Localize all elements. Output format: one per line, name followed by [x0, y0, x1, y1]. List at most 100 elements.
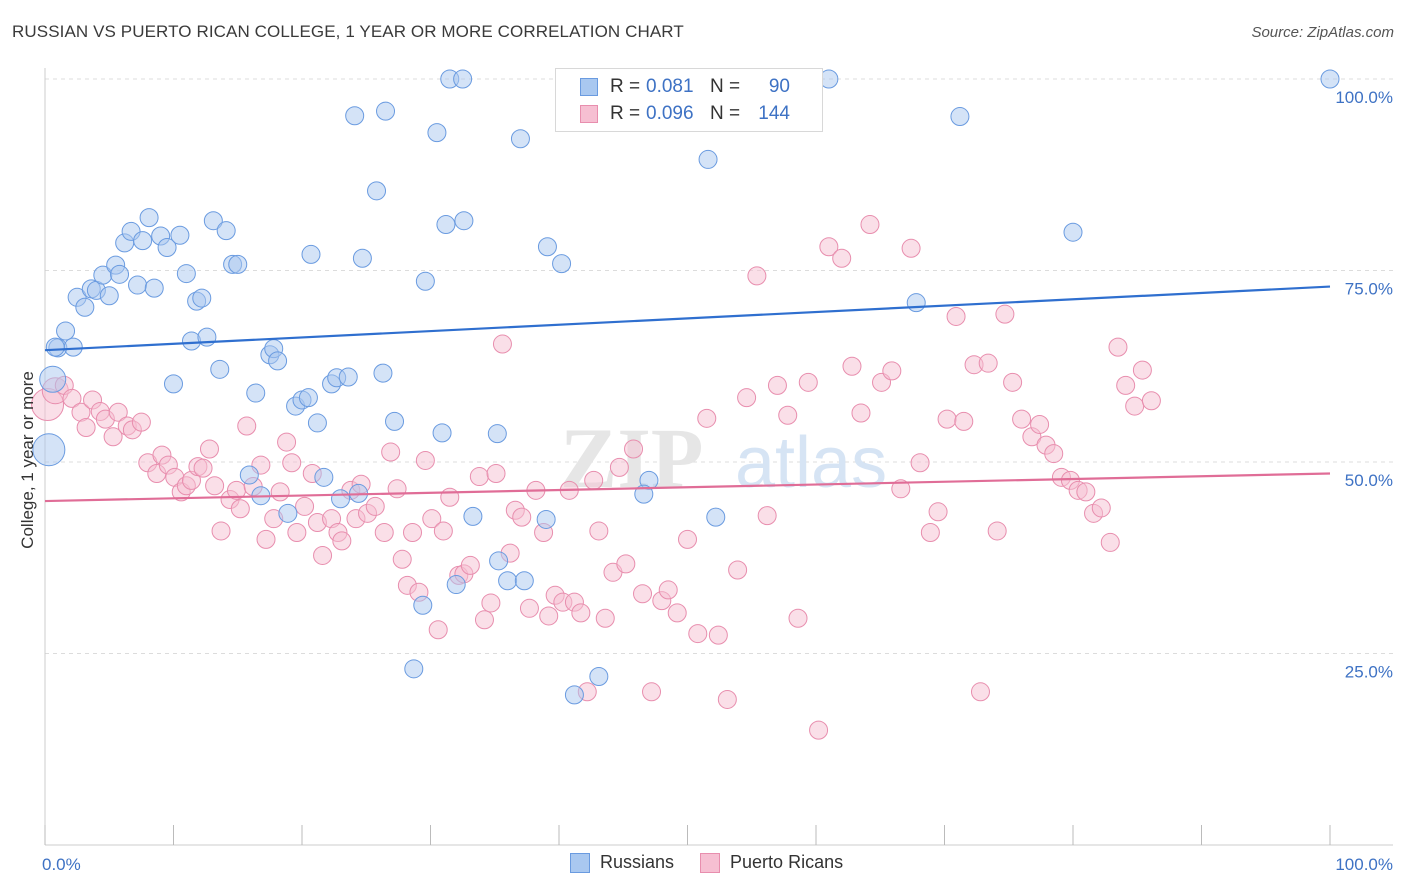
puerto-rican-point — [387, 479, 407, 499]
y-tick-label: 100.0% — [1335, 88, 1393, 107]
russian-point — [301, 244, 321, 264]
puerto-rican-point — [1116, 375, 1136, 395]
russian-point — [537, 237, 557, 257]
puerto-rican-point — [882, 361, 902, 381]
russian-point — [634, 484, 654, 504]
russian-point — [427, 123, 447, 143]
russian-point — [514, 571, 534, 591]
puerto-rican-point — [486, 463, 506, 483]
puerto-rican-point — [995, 304, 1015, 324]
russian-point — [331, 489, 351, 509]
puerto-rican-point — [1076, 482, 1096, 502]
russian-point — [376, 101, 396, 121]
puerto-rican-point — [365, 496, 385, 516]
trend-line-puerto-ricans — [44, 472, 1331, 503]
russian-point — [298, 388, 318, 408]
legend-r-label: R = — [610, 76, 641, 97]
puerto-rican-point — [428, 620, 448, 640]
puerto-rican-point — [1012, 409, 1032, 429]
russian-point — [373, 363, 393, 383]
puerto-rican-point — [584, 470, 604, 490]
puerto-rican-point — [237, 416, 257, 436]
legend-r-value: 0.096 — [646, 103, 694, 124]
puerto-rican-point — [809, 720, 829, 740]
puerto-rican-point — [987, 521, 1007, 541]
puerto-rican-point — [392, 549, 412, 569]
puerto-rican-point — [492, 334, 512, 354]
russian-point — [385, 411, 405, 431]
russian-point — [32, 433, 66, 467]
russian-point — [128, 275, 148, 295]
puerto-rican-point — [103, 427, 123, 447]
puerto-rican-point — [474, 610, 494, 630]
puerto-rican-point — [287, 522, 307, 542]
russian-point — [268, 351, 288, 371]
puerto-rican-point — [667, 603, 687, 623]
puerto-rican-point — [1132, 360, 1152, 380]
puerto-rican-point — [76, 418, 96, 438]
trend-line-russians — [44, 285, 1331, 352]
russian-point — [404, 659, 424, 679]
puerto-rican-point — [108, 402, 128, 422]
puerto-rican-point — [767, 375, 787, 395]
russian-point — [352, 248, 372, 268]
puerto-rican-point — [1003, 372, 1023, 392]
russian-point — [164, 374, 183, 394]
russian-point — [564, 685, 584, 705]
russian-point — [413, 595, 433, 615]
puerto-rican-point — [282, 453, 302, 473]
russian-point — [698, 149, 718, 169]
russian-point — [489, 551, 509, 571]
puerto-rican-point — [205, 476, 225, 496]
puerto-rican-point — [633, 584, 653, 604]
puerto-rican-point — [910, 453, 930, 473]
russian-point — [144, 278, 164, 298]
russian-point — [589, 666, 609, 686]
russian-point — [307, 413, 327, 433]
legend-item-russians: Russians — [570, 852, 674, 873]
russian-point — [75, 297, 95, 317]
puerto-rican-point — [946, 306, 966, 326]
russian-point — [192, 288, 212, 308]
russian-point — [463, 506, 483, 526]
puerto-rican-point — [589, 521, 609, 541]
puerto-rican-point — [1091, 498, 1111, 518]
russian-point — [432, 423, 452, 443]
puerto-rican-point — [737, 388, 757, 408]
puerto-rican-point — [332, 531, 352, 551]
puerto-rican-point — [211, 521, 231, 541]
puerto-rican-point — [978, 353, 998, 373]
puerto-rican-point — [374, 522, 394, 542]
russian-point — [498, 571, 518, 591]
puerto-rican-point — [616, 554, 636, 574]
puerto-rican-point — [193, 458, 213, 478]
puerto-rican-point — [460, 555, 480, 575]
watermark: ZIP atlas — [560, 410, 887, 506]
russian-point — [536, 509, 556, 529]
puerto-rican-point — [403, 522, 423, 542]
trend-lines — [44, 285, 1331, 503]
puerto-rican-point — [415, 450, 435, 470]
puerto-rican-point — [131, 412, 151, 432]
puerto-rican-point — [381, 442, 401, 462]
puerto-rican-point — [658, 580, 678, 600]
puerto-rican-point — [1125, 396, 1145, 416]
puerto-rican-point — [295, 496, 315, 516]
puerto-rican-point — [270, 482, 290, 502]
y-axis-label: College, 1 year or more — [18, 371, 37, 549]
russian-point — [1320, 69, 1340, 89]
russian-point — [63, 337, 83, 357]
legend-n-value: 90 — [768, 76, 790, 97]
series-puerto-ricans — [31, 215, 1161, 740]
puerto-rican-point — [422, 509, 442, 529]
russian-point — [203, 211, 223, 231]
puerto-rican-point — [256, 529, 276, 549]
legend-n-value: 144 — [758, 103, 790, 124]
russian-point — [228, 254, 248, 274]
puerto-rican-point — [937, 409, 957, 429]
russian-point — [345, 106, 365, 126]
russian-point — [415, 271, 435, 291]
puerto-rican-point — [1044, 444, 1064, 464]
russian-point — [216, 221, 236, 241]
